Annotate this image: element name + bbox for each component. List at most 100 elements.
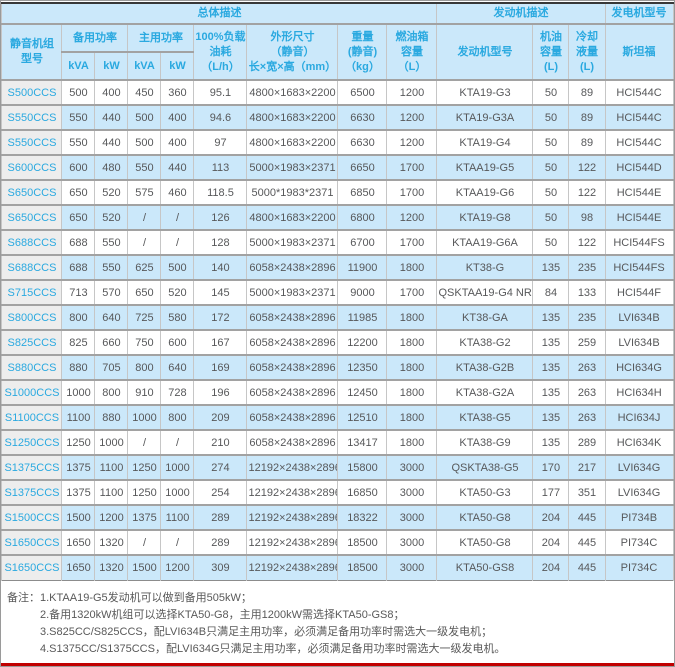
cell-standby-kva: 600 bbox=[61, 154, 96, 180]
cell-weight: 6700 bbox=[337, 229, 388, 255]
table-row: S1375CCS 1375 1100 1250 1000 274 12192×2438×28… bbox=[1, 454, 674, 480]
cell-coolant: 263 bbox=[568, 404, 606, 430]
model-link[interactable]: S688CCS bbox=[1, 254, 63, 280]
cell-fuel: 167 bbox=[193, 329, 248, 355]
cell-standby-kw: 1000 bbox=[94, 429, 129, 455]
cell-standby-kva: 1500 bbox=[61, 504, 96, 530]
cell-prime-kva: 575 bbox=[127, 179, 162, 205]
model-link[interactable]: S550CCS bbox=[1, 129, 63, 155]
cell-standby-kva: 1650 bbox=[61, 554, 96, 580]
model-link[interactable]: S1650CCS bbox=[1, 554, 63, 580]
cell-fuel: 113 bbox=[193, 154, 248, 180]
model-link[interactable]: S688CCS bbox=[1, 229, 63, 255]
cell-fuel: 289 bbox=[193, 504, 248, 530]
model-link[interactable]: S1000CCS bbox=[1, 379, 63, 405]
table-row: S1650CCS 1650 1320//289 12192×2438×2896 1850… bbox=[1, 529, 674, 555]
cell-standby-kw: 520 bbox=[94, 204, 129, 230]
cell-engine: KT38-GA bbox=[436, 304, 534, 330]
cell-coolant: 263 bbox=[568, 354, 606, 380]
table-row: S650CCS 650 520 575 460 118.5 5000*1983*2371 68… bbox=[1, 179, 674, 205]
model-link[interactable]: S1375CCS bbox=[1, 479, 63, 505]
cell-fuel: 209 bbox=[193, 404, 248, 430]
col-header-engine-model: 发动机型号 bbox=[436, 23, 534, 81]
cell-prime-kw: 1000 bbox=[160, 479, 195, 505]
model-link[interactable]: S825CCS bbox=[1, 329, 63, 355]
group-header-engine: 发动机描述 bbox=[436, 2, 606, 25]
cell-alternator: HCI544FS bbox=[604, 229, 674, 255]
cell-prime-kva: 450 bbox=[127, 79, 162, 105]
cell-weight: 6800 bbox=[337, 204, 388, 230]
cell-engine: KTA50-G8 bbox=[436, 529, 534, 555]
model-link[interactable]: S550CCS bbox=[1, 104, 63, 130]
cell-standby-kva: 650 bbox=[61, 179, 96, 205]
cell-engine: KTA50-G3 bbox=[436, 479, 534, 505]
cell-alternator: LVI634B bbox=[604, 329, 674, 355]
cell-dims: 5000*1983*2371 bbox=[246, 179, 339, 205]
cell-oil: 135 bbox=[532, 354, 570, 380]
cell-fuel: 309 bbox=[193, 554, 248, 580]
cell-standby-kw: 1320 bbox=[94, 554, 129, 580]
model-link[interactable]: S650CCS bbox=[1, 204, 63, 230]
cell-engine: KTA50-G8 bbox=[436, 504, 534, 530]
model-link[interactable]: S800CCS bbox=[1, 304, 63, 330]
cell-coolant: 445 bbox=[568, 529, 606, 555]
cell-standby-kva: 1650 bbox=[61, 529, 96, 555]
model-link[interactable]: S1375CCS bbox=[1, 454, 63, 480]
table-row: S600CCS 600 480 550 440 113 5000×1983×2371 6650… bbox=[1, 154, 674, 180]
model-link[interactable]: S500CCS bbox=[1, 79, 63, 105]
unit-header-prime-kw: kW bbox=[160, 51, 195, 81]
cell-dims: 6058×2438×2896 bbox=[246, 304, 339, 330]
cell-engine: KTAA19-G5 bbox=[436, 154, 534, 180]
cell-prime-kva: 725 bbox=[127, 304, 162, 330]
cell-coolant: 259 bbox=[568, 329, 606, 355]
cell-oil: 50 bbox=[532, 79, 570, 105]
header-mid-row: 静音机组 型号 备用功率 主用功率 100%负载 油耗 （L/h） 外形尺寸 （… bbox=[1, 23, 674, 81]
table-row: S825CCS 825 660 750 600 167 6058×2438×2896 1220… bbox=[1, 329, 674, 355]
table-row: S1100CCS 1100 880 1000 800 209 6058×2438×2896 1… bbox=[1, 404, 674, 430]
model-link[interactable]: S600CCS bbox=[1, 154, 63, 180]
footnote-line: 3.S825CC/S825CCS，配LVI634B只满足主用功率，必须满足备用功… bbox=[7, 624, 674, 641]
cell-oil: 50 bbox=[532, 129, 570, 155]
model-link[interactable]: S1100CCS bbox=[1, 404, 63, 430]
cell-prime-kw: 1100 bbox=[160, 504, 195, 530]
cell-prime-kva: 1500 bbox=[127, 554, 162, 580]
cell-dims: 6058×2438×2896 bbox=[246, 404, 339, 430]
cell-dims: 6058×2438×2896 bbox=[246, 354, 339, 380]
footnote-line: 2.备用1320kW机组可以选择KTA50-G8，主用1200kW需选择KTA5… bbox=[7, 607, 674, 624]
unit-header-standby-kw: kW bbox=[94, 51, 129, 81]
cell-coolant: 89 bbox=[568, 104, 606, 130]
cell-dims: 4800×1683×2200 bbox=[246, 104, 339, 130]
cell-coolant: 89 bbox=[568, 79, 606, 105]
cell-prime-kva: 500 bbox=[127, 129, 162, 155]
table-row: S650CCS 650 520//126 4800×1683×2200 6800 1200… bbox=[1, 204, 674, 230]
cell-fuel: 140 bbox=[193, 254, 248, 280]
table-row: S800CCS 800 640 725 580 172 6058×2438×2896 1198… bbox=[1, 304, 674, 330]
cell-weight: 9000 bbox=[337, 279, 388, 305]
cell-engine: KTA38-G2B bbox=[436, 354, 534, 380]
cell-alternator: PI734B bbox=[604, 504, 674, 530]
model-link[interactable]: S715CCS bbox=[1, 279, 63, 305]
cell-oil: 135 bbox=[532, 379, 570, 405]
cell-weight: 16850 bbox=[337, 479, 388, 505]
model-link[interactable]: S1500CCS bbox=[1, 504, 63, 530]
footnote-label: 备注： bbox=[7, 591, 40, 604]
cell-dims: 4800×1683×2200 bbox=[246, 204, 339, 230]
col-header-model: 静音机组 型号 bbox=[1, 23, 63, 81]
cell-oil: 84 bbox=[532, 279, 570, 305]
cell-coolant: 445 bbox=[568, 554, 606, 580]
cell-prime-kw: 400 bbox=[160, 129, 195, 155]
cell-tank: 1800 bbox=[386, 379, 438, 405]
cell-prime-kw: 520 bbox=[160, 279, 195, 305]
model-link[interactable]: S1250CCS bbox=[1, 429, 63, 455]
cell-fuel: 172 bbox=[193, 304, 248, 330]
cell-prime-kva: / bbox=[127, 229, 162, 255]
model-link[interactable]: S880CCS bbox=[1, 354, 63, 380]
cell-standby-kva: 825 bbox=[61, 329, 96, 355]
cell-weight: 13417 bbox=[337, 429, 388, 455]
cell-oil: 135 bbox=[532, 404, 570, 430]
cell-standby-kw: 1200 bbox=[94, 504, 129, 530]
model-link[interactable]: S650CCS bbox=[1, 179, 63, 205]
cell-fuel: 94.6 bbox=[193, 104, 248, 130]
model-link[interactable]: S1650CCS bbox=[1, 529, 63, 555]
